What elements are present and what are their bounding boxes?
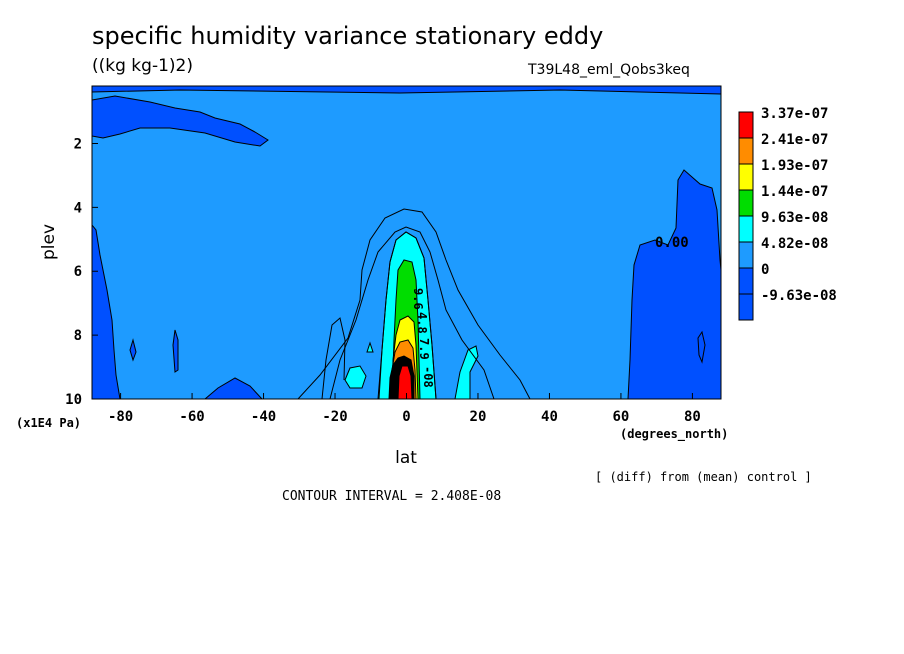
legend-label: 3.37e-07 xyxy=(761,106,828,122)
legend-swatch xyxy=(738,189,754,217)
neg-region-left-column xyxy=(92,224,121,399)
x-tick-label: 0 xyxy=(402,409,410,425)
contour-interval: CONTOUR INTERVAL = 2.408E-08 xyxy=(282,489,502,504)
cyan-region-left-blob xyxy=(344,365,367,389)
x-axis-units: (degrees_north) xyxy=(620,427,728,442)
x-axis-label: lat xyxy=(395,448,417,468)
x-tick-label: -20 xyxy=(322,409,347,425)
contour-label: 7.9 xyxy=(417,338,431,360)
neg-region-bottom-blob xyxy=(204,377,263,399)
neg-region-small-a xyxy=(129,338,137,362)
chart-units: ((kg kg-1)2) xyxy=(92,56,193,76)
cyan-region-small-dot xyxy=(366,341,374,353)
legend-label: 1.44e-07 xyxy=(761,184,828,200)
contour-label: 0.00 xyxy=(655,235,689,251)
y-axis-label: plev xyxy=(39,224,59,260)
legend-swatch xyxy=(738,215,754,243)
y-tick-label: 2 xyxy=(74,136,82,152)
x-tick-label: -80 xyxy=(108,409,133,425)
y-tick-label: 6 xyxy=(74,264,82,280)
contour-mid xyxy=(329,226,495,399)
x-tick-label: 20 xyxy=(470,409,487,425)
x-tick-label: 80 xyxy=(684,409,701,425)
contour-label: 4.8 xyxy=(415,312,429,334)
run-id: T39L48_eml_Qobs3keq xyxy=(528,62,690,78)
chart-title: specific humidity variance stationary ed… xyxy=(92,22,604,50)
y-axis-units: (x1E4 Pa) xyxy=(16,416,81,430)
neg-region-small-b xyxy=(172,329,179,373)
contour-label: 9.6 xyxy=(411,288,425,310)
legend-swatch xyxy=(738,137,754,165)
legend-swatch xyxy=(738,163,754,191)
x-tick-label: 60 xyxy=(613,409,630,425)
legend-label: 9.63e-08 xyxy=(761,210,828,226)
red-region xyxy=(397,365,413,399)
diff-note: [ (diff) from (mean) control ] xyxy=(595,470,812,484)
contour-outer xyxy=(297,208,531,399)
legend-label: 2.41e-07 xyxy=(761,132,828,148)
neg-region-small-c xyxy=(697,330,706,364)
legend-label: 0 xyxy=(761,262,769,278)
x-tick-label: -40 xyxy=(251,409,276,425)
neg-region-top-strip xyxy=(92,86,721,95)
y-tick-label: 4 xyxy=(74,200,82,216)
legend-label: 1.93e-07 xyxy=(761,158,828,174)
y-tick-label: 8 xyxy=(74,328,82,344)
x-tick-label: -60 xyxy=(179,409,204,425)
neg-region-upper-left xyxy=(92,95,269,147)
contour-left-small xyxy=(321,317,346,399)
legend-label: -9.63e-08 xyxy=(761,288,837,304)
contour-label: -08 xyxy=(421,366,435,388)
legend-swatch xyxy=(738,111,754,139)
legend-swatch xyxy=(738,267,754,295)
legend-swatch xyxy=(738,241,754,269)
x-tick-label: 40 xyxy=(541,409,558,425)
legend-label: 4.82e-08 xyxy=(761,236,828,252)
y-tick-label: 10 xyxy=(65,392,82,408)
legend-swatch xyxy=(738,293,754,321)
contour-inner xyxy=(377,231,437,399)
cyan-region-right-blob xyxy=(454,345,479,399)
